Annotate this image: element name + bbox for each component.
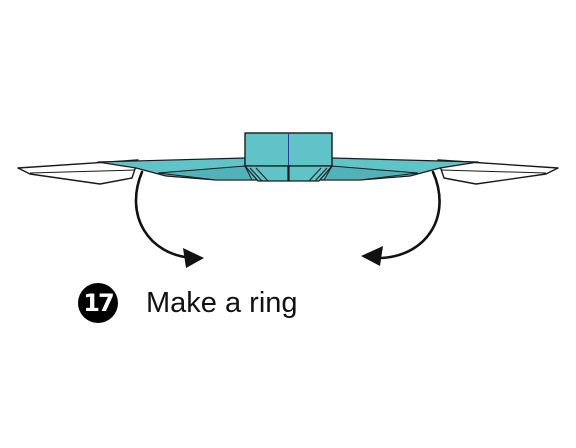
- fold-arrow-right-icon: [361, 170, 441, 266]
- step-caption: 17 Make a ring: [78, 283, 298, 323]
- step-number-badge: 17: [78, 283, 118, 323]
- step-instruction: Make a ring: [146, 286, 298, 319]
- center-fold-block: [243, 132, 334, 182]
- fold-arrow-left-icon: [134, 170, 204, 268]
